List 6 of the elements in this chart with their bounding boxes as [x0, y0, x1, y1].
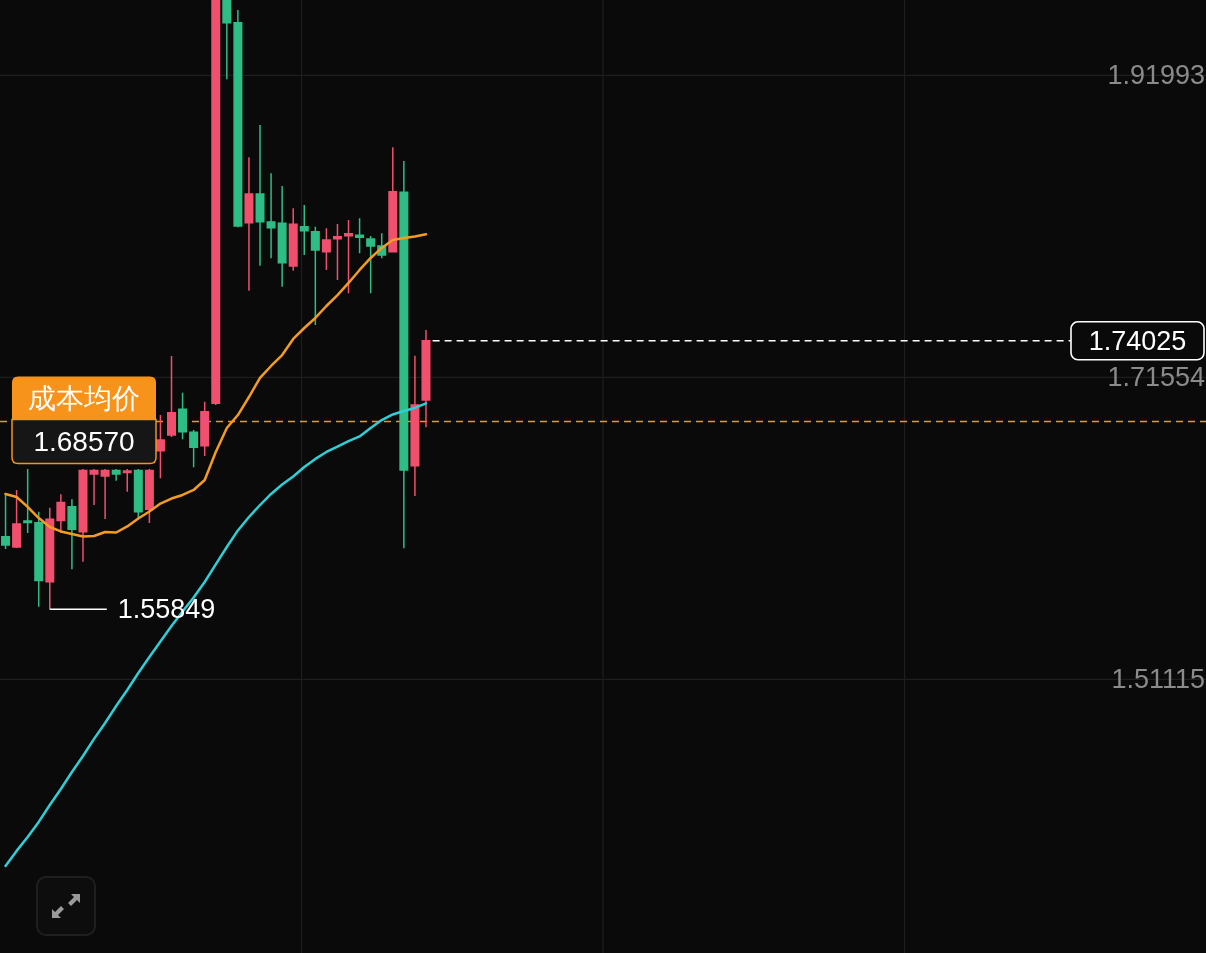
y-tick-label: 1.71554 [1107, 362, 1205, 393]
y-tick-label: 1.91993 [1107, 60, 1205, 91]
y-tick-label: 1.51115 [1111, 664, 1205, 695]
ref-line-label: 1.74025 [1088, 325, 1187, 356]
annotation: 1.68570 [33, 425, 135, 457]
ref-line-label: 成本均价 [28, 383, 140, 415]
